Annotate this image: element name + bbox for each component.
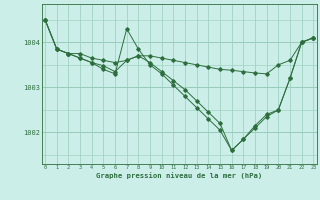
- X-axis label: Graphe pression niveau de la mer (hPa): Graphe pression niveau de la mer (hPa): [96, 172, 262, 179]
